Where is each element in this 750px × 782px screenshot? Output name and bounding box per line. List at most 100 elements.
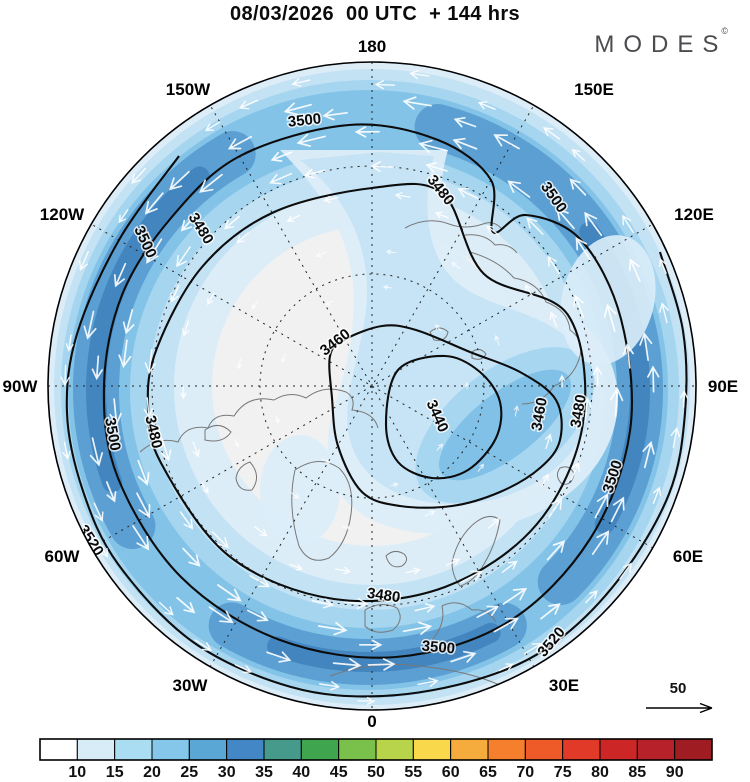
wind-arrow-icon xyxy=(417,677,439,687)
colorbar-tick: 50 xyxy=(367,764,385,781)
wind-arrow-icon xyxy=(543,127,561,140)
lon-label: 30W xyxy=(173,676,209,695)
wind-arrow-icon xyxy=(136,492,151,519)
colorbar-cell xyxy=(263,738,302,761)
colorbar-cell xyxy=(226,738,265,761)
wind-arrow-icon xyxy=(434,211,449,219)
wind-arrow-icon xyxy=(249,575,271,588)
wind-arrow-icon xyxy=(158,601,174,616)
wind-arrow-icon xyxy=(374,80,396,90)
reference-value-label: 50 xyxy=(670,680,687,697)
wind-arrow-icon xyxy=(570,461,580,481)
wind-arrow-icon xyxy=(269,172,293,185)
reference-arrow: 50 xyxy=(646,680,713,714)
lon-label: 150W xyxy=(166,80,211,99)
wind-arrow-icon xyxy=(541,473,549,487)
wind-arrow-icon xyxy=(628,258,641,282)
wind-arrow-icon xyxy=(435,324,442,332)
wind-arrow-icon xyxy=(594,493,609,519)
speed-shading xyxy=(48,62,696,710)
wind-arrow-icon xyxy=(571,148,586,162)
colorbar-tick: 70 xyxy=(516,764,534,781)
contour-lines xyxy=(65,123,688,698)
wind-arrow-icon xyxy=(573,294,585,319)
wind-arrow-icon xyxy=(487,518,500,529)
wind-arrow-icon xyxy=(547,255,560,275)
wind-arrow-icon xyxy=(402,96,432,110)
wind-arrow-icon xyxy=(291,78,311,87)
lon-label: 120W xyxy=(40,205,85,224)
wind-arrow-icon xyxy=(436,443,444,451)
wind-arrow-icon xyxy=(236,357,243,370)
wind-arrow-icon xyxy=(234,438,239,448)
wind-arrow-icon xyxy=(603,303,617,332)
wind-arrow-icon xyxy=(281,354,286,363)
wind-arrow-icon xyxy=(274,415,280,424)
wind-arrow-icon xyxy=(502,587,528,605)
wind-arrow-icon xyxy=(390,482,399,488)
wind-arrow-icon xyxy=(227,135,253,150)
wind-arrow-icon xyxy=(296,133,326,147)
contour-label: 3500 xyxy=(421,638,456,658)
wind-arrow-icon xyxy=(143,397,154,419)
wind-arrow-icon xyxy=(199,173,223,193)
wind-arrow-icon xyxy=(169,170,190,191)
wind-arrow-icon xyxy=(385,249,397,255)
wind-arrow-icon xyxy=(540,603,561,620)
colorbar-cell xyxy=(300,738,340,761)
wind-arrow-icon xyxy=(62,441,71,460)
wind-arrow-icon xyxy=(182,320,190,337)
wind-arrow-icon xyxy=(97,540,109,558)
wind-arrow-icon xyxy=(622,343,634,369)
colorbar-cell xyxy=(76,738,116,761)
wind-arrow-icon xyxy=(647,365,660,393)
wind-arrow-icon xyxy=(357,696,376,705)
wind-arrow-icon xyxy=(343,597,369,609)
wind-arrow-icon xyxy=(526,217,544,235)
wind-arrow-icon xyxy=(137,459,150,486)
wind-arrow-icon xyxy=(486,225,500,236)
wind-arrow-icon xyxy=(224,215,240,230)
wind-arrow-icon xyxy=(592,365,603,386)
wind-arrow-icon xyxy=(236,232,249,244)
wind-arrow-icon xyxy=(498,663,514,672)
colorbar-tick: 25 xyxy=(180,764,198,781)
wind-arrow-icon xyxy=(146,238,163,264)
wind-arrow-icon xyxy=(619,562,632,580)
wind-arrow-icon xyxy=(179,511,194,530)
colorbar-tick: 15 xyxy=(106,764,124,781)
wind-arrow-icon xyxy=(144,192,164,215)
wind-arrow-icon xyxy=(131,167,146,184)
wind-arrow-icon xyxy=(457,187,479,200)
lon-label: 90W xyxy=(3,377,39,396)
wind-arrow-icon xyxy=(160,437,172,462)
wind-arrow-icon xyxy=(477,101,496,110)
wind-arrow-icon xyxy=(659,258,667,274)
wind-arrow-icon xyxy=(132,525,150,551)
wind-arrow-icon xyxy=(334,566,352,575)
wind-arrow-icon xyxy=(476,605,500,618)
wind-arrow-icon xyxy=(501,560,518,574)
wind-arrow-icon xyxy=(450,650,477,663)
wind-arrow-icon xyxy=(283,102,312,116)
wind-arrow-icon xyxy=(270,151,293,162)
wind-arrow-icon xyxy=(176,246,191,268)
colorbar-cell xyxy=(636,738,676,761)
wind-arrow-icon xyxy=(493,617,520,633)
colorbar-ticks: 10 15 20 25 30 35 40 45 50 55 60 65 70 75 80 85 90 xyxy=(68,764,683,781)
wind-arrow-icon xyxy=(679,390,688,408)
wind-arrow-icon xyxy=(303,168,326,179)
wind-arrow-icon xyxy=(238,99,259,110)
wind-arrows xyxy=(60,69,688,705)
wind-arrow-icon xyxy=(315,251,327,258)
wind-arrow-icon xyxy=(194,639,212,652)
wind-arrow-icon xyxy=(176,596,196,614)
wind-arrow-icon xyxy=(286,214,301,223)
lon-label: 30E xyxy=(549,676,579,695)
wind-arrow-icon xyxy=(60,364,70,387)
colorbar-tick: 40 xyxy=(292,764,310,781)
wind-arrow-icon xyxy=(642,440,655,469)
wind-arrow-icon xyxy=(311,598,334,609)
